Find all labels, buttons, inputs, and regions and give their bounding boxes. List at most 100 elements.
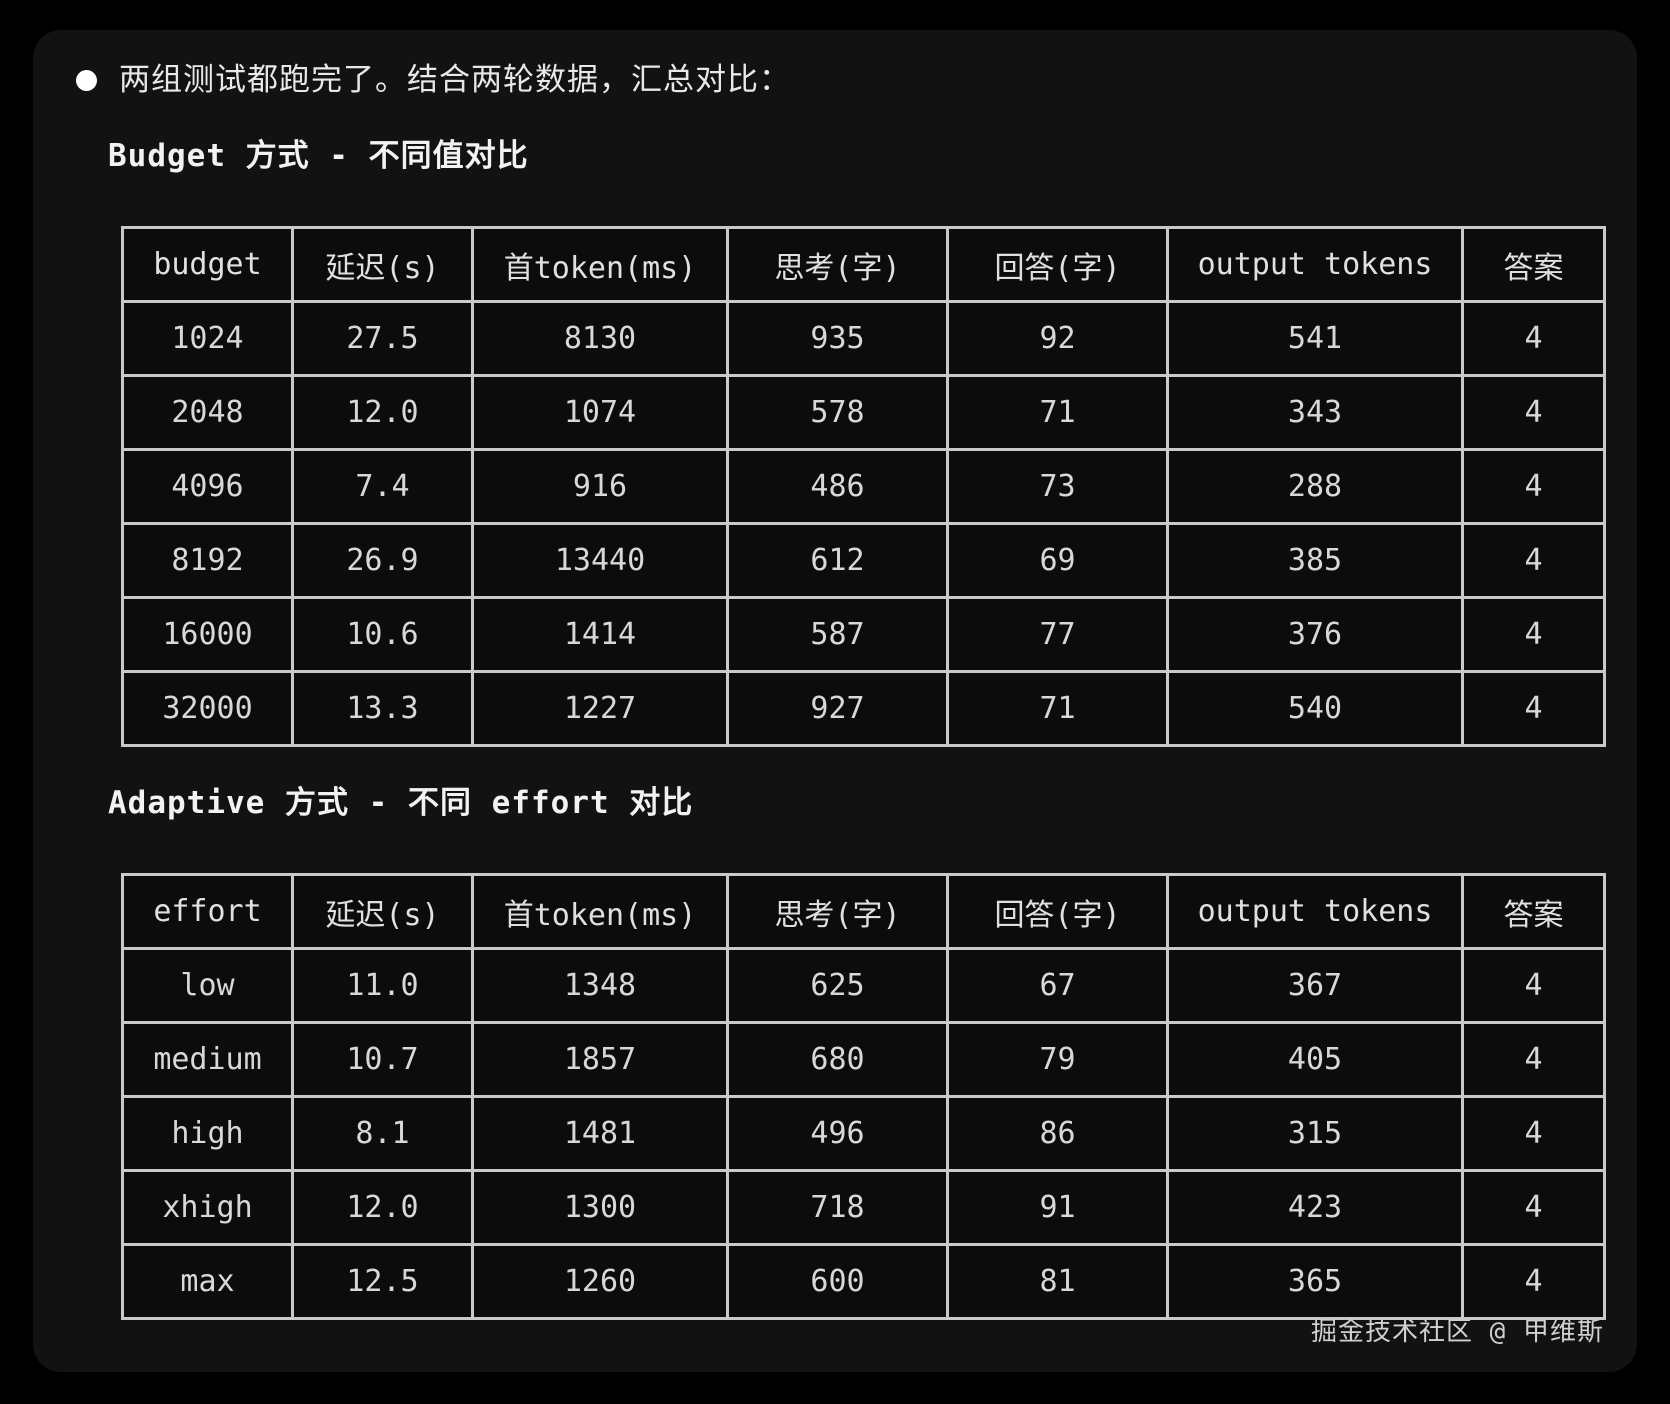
table-cell: 81 [946,1243,1169,1320]
bullet-dot-icon [76,70,97,91]
table-cell: max [121,1243,294,1320]
table-cell: 26.9 [291,522,474,599]
table-cell: 423 [1166,1169,1464,1246]
table-cell: 67 [946,947,1169,1024]
intro-text: 两组测试都跑完了。结合两轮数据，汇总对比： [119,62,791,98]
table-cell: 12.0 [291,1169,474,1246]
table-cell: 4 [1461,596,1606,673]
table-cell: 12.0 [291,374,474,451]
table-cell: 1481 [471,1095,729,1172]
table-cell: 8.1 [291,1095,474,1172]
table-cell: 4 [1461,1021,1606,1098]
table-cell: 8192 [121,522,294,599]
column-header: 思考(字) [726,226,949,303]
table-cell: 405 [1166,1021,1464,1098]
column-header: 思考(字) [726,873,949,950]
table-cell: 69 [946,522,1169,599]
table-cell: 1227 [471,670,729,747]
table-cell: 385 [1166,522,1464,599]
column-header: 延迟(s) [291,873,474,950]
column-header: 延迟(s) [291,226,474,303]
table-cell: 13.3 [291,670,474,747]
table-cell: 92 [946,300,1169,377]
table-row: medium 10.7 1857 680 79 405 4 [121,1021,1606,1098]
table-cell: 612 [726,522,949,599]
table-cell: xhigh [121,1169,294,1246]
table-cell: 12.5 [291,1243,474,1320]
table-cell: 496 [726,1095,949,1172]
table-cell: 27.5 [291,300,474,377]
column-header: 答案 [1461,873,1606,950]
table-cell: 315 [1166,1095,1464,1172]
table-cell: 1024 [121,300,294,377]
table-row: 1024 27.5 8130 935 92 541 4 [121,300,1606,377]
table-cell: 4 [1461,448,1606,525]
table-header-row: effort 延迟(s) 首token(ms) 思考(字) 回答(字) output to… [121,873,1606,950]
column-header: budget [121,226,294,303]
column-header: 答案 [1461,226,1606,303]
table-cell: low [121,947,294,1024]
table-cell: 4 [1461,947,1606,1024]
table-cell: 13440 [471,522,729,599]
table-cell: 288 [1166,448,1464,525]
table-cell: 86 [946,1095,1169,1172]
table-row: 4096 7.4 916 486 73 288 4 [121,448,1606,525]
table-cell: 1260 [471,1243,729,1320]
budget-section-heading: Budget 方式 - 不同值对比 [108,138,529,174]
table-row: xhigh 12.0 1300 718 91 423 4 [121,1169,1606,1246]
table-cell: 540 [1166,670,1464,747]
table-cell: 587 [726,596,949,673]
table-cell: 1300 [471,1169,729,1246]
table-cell: 1348 [471,947,729,1024]
adaptive-section-heading: Adaptive 方式 - 不同 effort 对比 [108,785,694,821]
column-header: effort [121,873,294,950]
table-cell: 1074 [471,374,729,451]
table-cell: 365 [1166,1243,1464,1320]
table-cell: medium [121,1021,294,1098]
table-row: 8192 26.9 13440 612 69 385 4 [121,522,1606,599]
table-cell: 486 [726,448,949,525]
column-header: output tokens [1166,226,1464,303]
table-cell: 79 [946,1021,1169,1098]
table-cell: 343 [1166,374,1464,451]
content-card: 两组测试都跑完了。结合两轮数据，汇总对比： Budget 方式 - 不同值对比 … [33,30,1637,1372]
table-cell: 7.4 [291,448,474,525]
table-cell: 1857 [471,1021,729,1098]
table-row: high 8.1 1481 496 86 315 4 [121,1095,1606,1172]
table-row: low 11.0 1348 625 67 367 4 [121,947,1606,1024]
effort-comparison-table: effort 延迟(s) 首token(ms) 思考(字) 回答(字) output to… [121,873,1606,1320]
table-cell: 4096 [121,448,294,525]
table-cell: 367 [1166,947,1464,1024]
table-cell: 10.6 [291,596,474,673]
table-cell: 927 [726,670,949,747]
table-cell: 77 [946,596,1169,673]
table-cell: 4 [1461,374,1606,451]
budget-comparison-table: budget 延迟(s) 首token(ms) 思考(字) 回答(字) output to… [121,226,1606,747]
table-cell: 4 [1461,1095,1606,1172]
table-cell: 376 [1166,596,1464,673]
table-cell: 2048 [121,374,294,451]
table-cell: 935 [726,300,949,377]
table-row: 16000 10.6 1414 587 77 376 4 [121,596,1606,673]
table-cell: 718 [726,1169,949,1246]
table-row: 32000 13.3 1227 927 71 540 4 [121,670,1606,747]
column-header: 首token(ms) [471,873,729,950]
table-cell: 4 [1461,522,1606,599]
footer-credit: 掘金技术社区 @ 甲维斯 [1311,1317,1604,1347]
table-row: max 12.5 1260 600 81 365 4 [121,1243,1606,1320]
column-header: 回答(字) [946,873,1169,950]
table-cell: 4 [1461,300,1606,377]
table-cell: 8130 [471,300,729,377]
column-header: 回答(字) [946,226,1169,303]
table-cell: 11.0 [291,947,474,1024]
table-row: 2048 12.0 1074 578 71 343 4 [121,374,1606,451]
table-cell: 91 [946,1169,1169,1246]
table-cell: 16000 [121,596,294,673]
table-cell: 600 [726,1243,949,1320]
table-cell: 71 [946,670,1169,747]
table-cell: 32000 [121,670,294,747]
table-cell: 541 [1166,300,1464,377]
table-cell: 4 [1461,1169,1606,1246]
table-cell: 10.7 [291,1021,474,1098]
table-cell: 4 [1461,670,1606,747]
